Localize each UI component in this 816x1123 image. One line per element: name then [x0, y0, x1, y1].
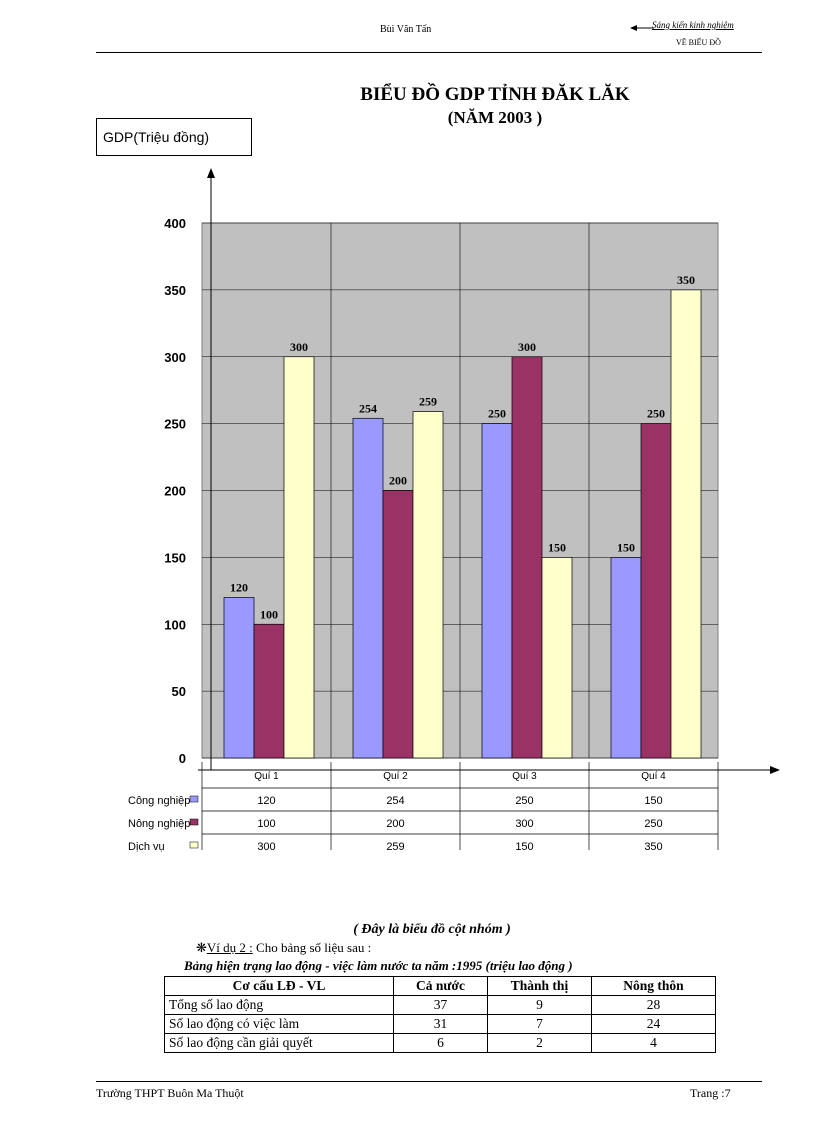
footer-page: Trang :7	[690, 1086, 731, 1100]
table-row: Số lao động có việc làm 31 7 24	[164, 1014, 716, 1034]
header-topic: VẼ BIỂU ĐỒ	[676, 38, 721, 47]
header-arrow-icon	[630, 25, 654, 31]
bar-data-label: 259	[419, 395, 437, 409]
bar-data-label: 120	[230, 581, 248, 595]
footer-rule	[96, 1081, 762, 1082]
labor-cell: 28	[591, 995, 716, 1015]
bar-data-label: 250	[488, 407, 506, 421]
labor-cell: 7	[487, 1014, 592, 1034]
gdp-bar-chart: 0 50 100 150 200 250 300 350 400 120 100 300 254 200 2…	[128, 168, 780, 853]
bar-data-label: 254	[359, 401, 377, 415]
x-tick-label: Quí 3	[512, 771, 537, 782]
bar-data-label: 300	[518, 340, 536, 354]
bar	[610, 557, 642, 759]
bar	[352, 417, 384, 759]
data-table-value: 200	[386, 818, 404, 830]
legend-key	[189, 818, 199, 826]
labor-cell-label: Số lao động có việc làm	[164, 1014, 394, 1034]
legend-series-name: Dịch vụ	[128, 841, 165, 853]
bar	[640, 423, 672, 759]
data-table-value: 250	[644, 818, 662, 830]
asterisk-icon: ❋	[196, 940, 207, 955]
data-table-value: 120	[257, 795, 275, 807]
y-tick-label: 200	[164, 484, 186, 499]
labor-col-header: Cơ cấu LĐ - VL	[164, 976, 394, 996]
labor-cell: 37	[393, 995, 488, 1015]
labor-col-header: Thành thị	[487, 976, 592, 996]
bar	[283, 356, 315, 759]
data-table-value: 259	[386, 841, 404, 853]
bar	[382, 490, 414, 759]
labor-col-header: Cả nước	[393, 976, 488, 996]
table-row: Số lao động cần giải quyết 6 2 4	[164, 1033, 716, 1053]
bar-data-label: 150	[548, 540, 566, 554]
labor-cell-label: Tổng số lao động	[164, 995, 394, 1015]
header-initiative: Sáng kiến kinh nghiệm	[652, 20, 734, 30]
example-line: ❋Ví dụ 2 : Cho bảng số liệu sau :	[196, 940, 371, 956]
y-tick-label: 300	[164, 350, 186, 365]
y-tick-label: 150	[164, 550, 186, 565]
y-tick-label: 250	[164, 417, 186, 432]
bar	[253, 623, 285, 759]
legend-key	[189, 841, 199, 849]
y-tick-label: 100	[164, 617, 186, 632]
example-text: Cho bảng số liệu sau :	[252, 940, 372, 955]
labor-cell: 6	[393, 1033, 488, 1053]
bar	[223, 597, 255, 759]
data-table-value: 100	[257, 818, 275, 830]
table-row: Tổng số lao động 37 9 28	[164, 995, 716, 1015]
data-table-value: 350	[644, 841, 662, 853]
labor-cell: 9	[487, 995, 592, 1015]
bar	[481, 423, 513, 759]
legend-series-name: Công nghiệp	[128, 795, 190, 807]
bar-data-label: 250	[647, 407, 665, 421]
chart-title: BIỂU ĐỒ GDP TỈNH ĐĂK LĂK	[360, 84, 630, 105]
y-tick-label: 350	[164, 283, 186, 298]
x-tick-label: Quí 4	[641, 771, 666, 782]
data-table-value: 300	[515, 818, 533, 830]
data-table-value: 150	[644, 795, 662, 807]
labor-cell-label: Số lao động cần giải quyết	[164, 1033, 394, 1053]
chart-subtitle: (NĂM 2003 )	[447, 108, 543, 127]
labor-cell: 24	[591, 1014, 716, 1034]
bar	[541, 557, 573, 759]
bar	[412, 411, 444, 759]
bar-data-label: 350	[677, 273, 695, 287]
data-table-value: 254	[386, 795, 404, 807]
x-tick-label: Quí 1	[254, 771, 279, 782]
header-rule	[96, 52, 762, 53]
header-author: Bùi Văn Tấn	[380, 24, 432, 35]
bar-data-label: 150	[617, 540, 635, 554]
x-tick-label: Quí 2	[383, 771, 408, 782]
legend-series-name: Nông nghiệp	[128, 818, 190, 830]
y-tick-label: 400	[164, 216, 186, 231]
labor-cell: 4	[591, 1033, 716, 1053]
bar	[670, 289, 702, 759]
y-tick-label: 0	[179, 751, 186, 766]
legend-key	[189, 795, 199, 803]
y-axis-arrow-icon	[207, 168, 215, 178]
bar-data-label: 100	[260, 607, 278, 621]
bar-data-label: 200	[389, 474, 407, 488]
labor-cell: 31	[393, 1014, 488, 1034]
bar	[511, 356, 543, 759]
x-axis-arrow-icon	[770, 766, 780, 774]
data-table-value: 300	[257, 841, 275, 853]
example-label: Ví dụ 2 :	[206, 940, 253, 955]
bar-data-label: 300	[290, 340, 308, 354]
data-table-value: 150	[515, 841, 533, 853]
labor-table-title: Bảng hiện trạng lao động - việc làm nước…	[184, 958, 573, 973]
footer-school: Trường THPT Buôn Ma Thuột	[96, 1086, 244, 1100]
data-table-value: 250	[515, 795, 533, 807]
y-axis-label: GDP(Triệu đồng)	[96, 118, 252, 156]
labor-col-header: Nông thôn	[591, 976, 716, 996]
labor-table-header-row: Cơ cấu LĐ - VL Cả nước Thành thị Nông th…	[164, 976, 716, 996]
y-tick-label: 50	[172, 684, 186, 699]
chart-caption: ( Đây là biểu đồ cột nhóm )	[353, 922, 511, 937]
labor-table: Cơ cấu LĐ - VL Cả nước Thành thị Nông th…	[164, 976, 716, 1053]
labor-cell: 2	[487, 1033, 592, 1053]
